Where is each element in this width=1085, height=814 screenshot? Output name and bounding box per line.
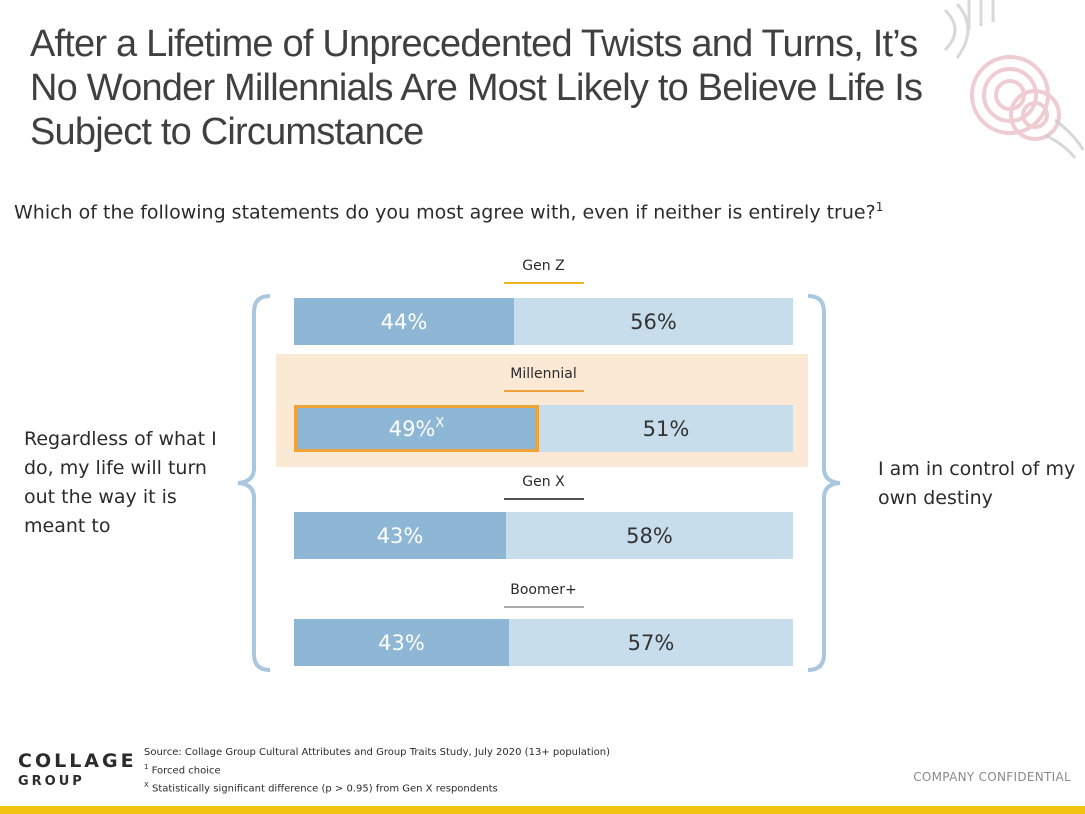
group-underline-boomer (503, 606, 584, 608)
page-title: After a Lifetime of Unprecedented Twists… (30, 23, 923, 153)
value-label-right-gen-x: 58% (626, 523, 673, 548)
bar-segment-left-gen-x: 43% (294, 512, 506, 559)
group-label-millennial: Millennial (510, 366, 577, 382)
group-label-gen-z: Gen Z (522, 258, 565, 274)
right-statement: I am in control of my own destiny (878, 458, 1076, 509)
logo-line-2: GROUP (18, 774, 85, 789)
footnote-1-text: Forced choice (151, 765, 221, 777)
value-label-left-millennial: 49% (388, 416, 436, 441)
bar-segment-left-boomer: 43% (294, 619, 509, 666)
bar-gen-z: 44% 56% (294, 298, 793, 345)
footnote-2-text: Statistically significant difference (p … (151, 783, 498, 795)
bar-segment-right-gen-x: 58% (506, 512, 793, 559)
significance-marker: X (435, 416, 445, 431)
footnote-1-marker: 1 (144, 763, 149, 771)
bottom-accent-bar (0, 806, 1085, 814)
value-label-right-gen-z: 56% (630, 309, 677, 334)
value-label-right-millennial: 51% (642, 416, 690, 441)
group-underline-gen-x (503, 498, 584, 500)
group-label-gen-x: Gen X (522, 474, 565, 490)
bar-segment-left-millennial: 49% X (294, 405, 539, 452)
question-footnote-marker: 1 (875, 200, 884, 214)
bar-boomer: 43% 57% (294, 619, 793, 666)
group-label-boomer: Boomer+ (510, 582, 577, 598)
source-note: Source: Collage Group Cultural Attribute… (144, 747, 610, 758)
group-underline-millennial (503, 390, 584, 392)
question-text: Which of the following statements do you… (14, 201, 876, 224)
group-underline-gen-z (503, 282, 584, 284)
value-label-left-gen-x: 43% (376, 523, 424, 548)
bar-gen-x: 43% 58% (294, 512, 793, 559)
left-statement: Regardless of what I do, my life will tu… (24, 428, 217, 537)
survey-question: Which of the following statements do you… (14, 200, 883, 223)
bar-millennial: 49% X 51% (294, 405, 793, 452)
bar-segment-right-gen-z: 56% (514, 298, 793, 345)
logo-line-1: COLLAGE (18, 750, 137, 772)
value-label-left-gen-z: 44% (380, 309, 428, 334)
bar-segment-right-millennial: 51% (539, 405, 793, 452)
value-label-right-boomer: 57% (627, 630, 675, 655)
left-brace-icon (237, 294, 271, 672)
right-brace-icon (807, 294, 841, 672)
collage-group-logo: COLLAGE GROUP (18, 750, 137, 789)
footnotes: Source: Collage Group Cultural Attribute… (144, 746, 610, 797)
bar-segment-left-gen-z: 44% (294, 298, 514, 345)
confidential-label: COMPANY CONFIDENTIAL (913, 770, 1071, 784)
footnote-2-marker: X (144, 781, 149, 790)
value-label-left-boomer: 43% (378, 630, 425, 655)
decorative-pattern-icon (943, 0, 1085, 159)
bar-segment-right-boomer: 57% (509, 619, 793, 666)
footnote-1: 1 Forced choice (144, 760, 610, 778)
footnote-2: X Statistically significant difference (… (144, 778, 610, 796)
